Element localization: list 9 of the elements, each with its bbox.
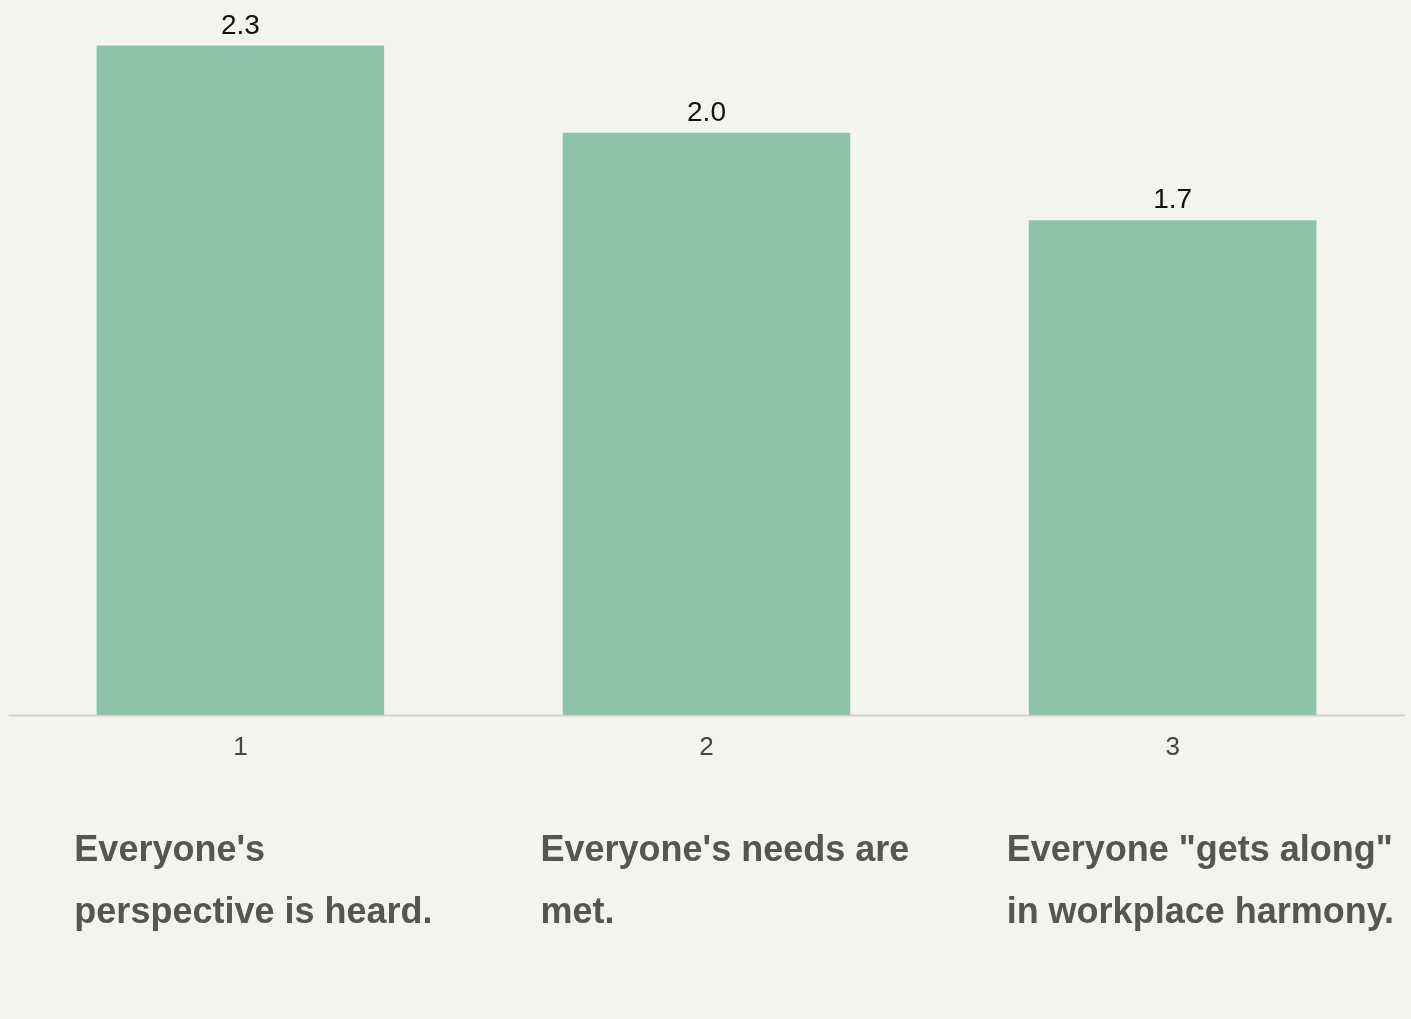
x-tick-label: 3	[1165, 730, 1180, 761]
data-label: 1.7	[1153, 183, 1193, 215]
data-label: 2.0	[687, 95, 726, 127]
x-tick-label: 1	[233, 730, 248, 761]
text: Everyone's needs are met.	[540, 827, 911, 933]
text: Everyone "gets along" in workplace harmony.	[1006, 827, 1396, 933]
x-tick-label: 2	[699, 730, 714, 761]
data-label: 2.3	[220, 8, 260, 40]
text: Everyone's perspective is heard.	[74, 827, 434, 933]
